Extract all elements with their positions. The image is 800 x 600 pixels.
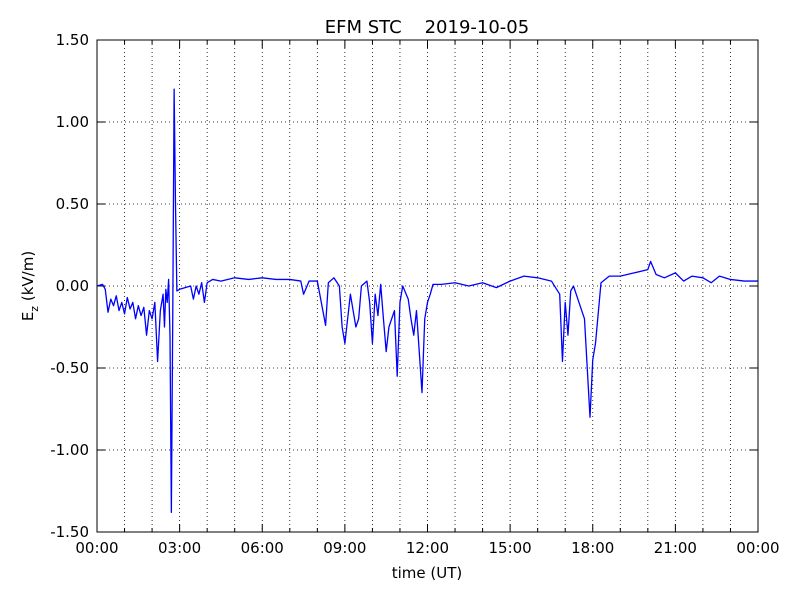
y-tick-label: 0.00: [56, 277, 89, 295]
x-axis-label: time (UT): [392, 564, 463, 582]
y-tick-label: -0.50: [50, 359, 89, 377]
x-tick-label: 06:00: [241, 539, 284, 557]
y-tick-label: 0.50: [56, 195, 89, 213]
x-tick-label: 00:00: [75, 539, 118, 557]
x-tick-label: 18:00: [571, 539, 614, 557]
y-label-main: E: [19, 312, 37, 321]
x-tick-label: 21:00: [654, 539, 697, 557]
x-tick-label: 00:00: [736, 539, 779, 557]
x-tick-label: 09:00: [323, 539, 366, 557]
x-tick-label: 15:00: [489, 539, 532, 557]
data-line: [96, 88, 758, 513]
plot-frame: [96, 39, 759, 533]
y-tick-label: -1.00: [50, 441, 89, 459]
y-tick-label: -1.50: [50, 523, 89, 541]
y-label-unit: (kV/m): [19, 251, 37, 306]
y-tick-label: 1.50: [56, 31, 89, 49]
y-axis-label: Ez (kV/m): [19, 251, 41, 321]
y-label-sub: z: [28, 306, 41, 312]
x-tick-label: 12:00: [406, 539, 449, 557]
x-tick-label: 03:00: [158, 539, 201, 557]
chart-title: EFM STC 2019-10-05: [325, 17, 529, 38]
y-tick-label: 1.00: [56, 113, 89, 131]
